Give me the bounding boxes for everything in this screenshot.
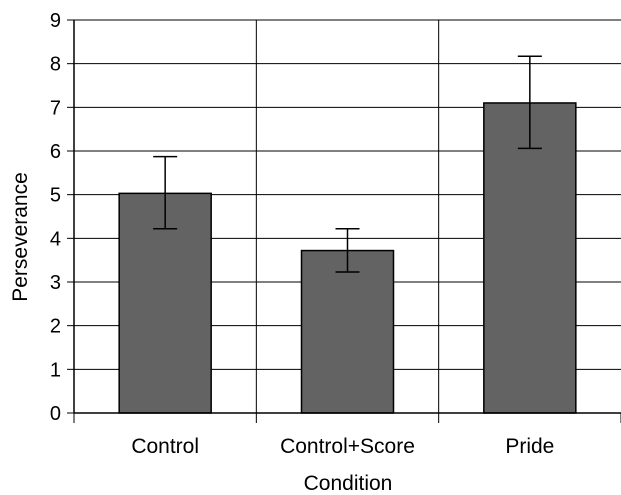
y-axis-title: Perseverance: [9, 172, 32, 302]
y-tick-label: 7: [50, 97, 61, 119]
y-tick-label: 3: [50, 272, 61, 294]
bar-control: [118, 192, 212, 414]
category-label: Pride: [505, 435, 554, 458]
error-bar: [517, 55, 542, 150]
y-tick-label: 2: [50, 316, 61, 338]
y-tick-label: 8: [50, 54, 61, 76]
error-bars: [153, 55, 542, 273]
y-tick-label: 5: [50, 185, 61, 207]
error-bar: [335, 227, 360, 273]
bar-pride: [483, 102, 577, 414]
y-tick-labels: 0 1 2 3 4 5 6 7 8 9: [50, 10, 61, 425]
error-bar: [153, 155, 178, 230]
bars: [118, 102, 577, 414]
category-label: Control: [131, 435, 199, 458]
bar-control-score: [300, 249, 395, 414]
y-tick-label: 6: [50, 141, 61, 163]
y-tick-label: 4: [50, 228, 61, 250]
y-tick-label: 1: [50, 359, 61, 381]
y-tick-label: 9: [50, 10, 61, 32]
axes: [67, 19, 621, 423]
category-label: Control+Score: [280, 435, 415, 458]
category-labels: Control Control+Score Pride: [131, 435, 554, 458]
y-tick-label: 0: [50, 403, 61, 425]
x-axis-title: Condition: [304, 472, 393, 495]
